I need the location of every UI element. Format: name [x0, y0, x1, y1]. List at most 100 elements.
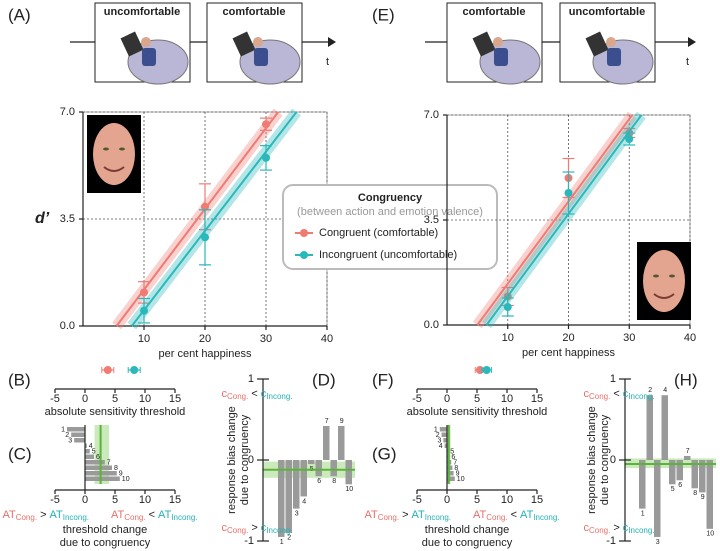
- legend-label: Incongruent (uncomfortable): [319, 249, 457, 261]
- x-tick-label: 15: [169, 393, 181, 405]
- x-tick-label: -5: [412, 494, 422, 506]
- bar: [85, 460, 105, 465]
- label-part: c: [583, 388, 589, 400]
- bar-label: 9: [456, 471, 460, 478]
- eye-illustration: [653, 274, 659, 278]
- panel-letter: (H): [674, 370, 698, 389]
- label-part: >: [613, 522, 619, 534]
- y-tick-label: -1: [244, 535, 254, 547]
- label-part: Incong.: [425, 513, 451, 522]
- bar-label: 10: [345, 486, 353, 493]
- bar: [443, 438, 447, 443]
- bar: [74, 438, 85, 443]
- x-tick-label: 10: [139, 494, 151, 506]
- time-label: t: [326, 56, 329, 68]
- bar: [285, 460, 292, 533]
- data-point: [564, 189, 573, 197]
- x-tick-label: 40: [684, 332, 696, 344]
- arrow-head: [688, 37, 696, 47]
- x-tick-label: 30: [623, 332, 635, 344]
- data-point: [130, 366, 139, 374]
- bar-label: 5: [92, 449, 96, 456]
- bar-label: 2: [287, 535, 291, 542]
- panel-letter: (F): [372, 370, 394, 389]
- legend-title: Congruency: [358, 192, 423, 204]
- data-point: [262, 120, 270, 129]
- bar: [441, 432, 447, 437]
- bar: [85, 465, 112, 470]
- mouth-illustration: [653, 293, 675, 299]
- label-part: AT: [520, 509, 534, 521]
- bar-label: 5: [450, 449, 454, 456]
- bar-label: 7: [107, 460, 111, 467]
- bar: [699, 460, 706, 493]
- bar-label: 2: [436, 432, 440, 439]
- x-tick-label: 5: [474, 393, 480, 405]
- x-tick-label: 5: [112, 494, 118, 506]
- bar: [684, 455, 691, 460]
- bar-label: 1: [434, 427, 438, 434]
- bar-label: 10: [457, 476, 465, 483]
- y-tick-label: 3.5: [60, 213, 75, 225]
- body-illustration: [494, 48, 508, 66]
- bar-label: 6: [317, 478, 321, 485]
- bar: [639, 460, 646, 509]
- bar-label: 4: [663, 387, 667, 394]
- bar: [676, 460, 683, 481]
- y-tick-label: 0: [610, 454, 616, 466]
- bar-label: 8: [332, 478, 336, 485]
- comparison-label: ATCong. < ATIncong.: [473, 509, 560, 522]
- panel-letter: (D): [312, 370, 336, 389]
- bar-label: 3: [437, 438, 441, 445]
- eye-illustration: [103, 147, 109, 151]
- legend-box: [282, 184, 498, 270]
- comparison-label: cCong. < cIncong.: [583, 388, 654, 401]
- comparison-label: cCong. > cIncong.: [583, 522, 654, 535]
- label-part: Cong.: [589, 526, 610, 535]
- x-axis-label: threshold change: [425, 524, 509, 536]
- bar-label: 3: [656, 539, 660, 546]
- comparison-label: cCong. > cIncong.: [221, 522, 292, 535]
- label-part: c: [623, 522, 629, 534]
- x-tick-label: 20: [199, 333, 211, 345]
- comparison-label: cCong. < cIncong.: [221, 388, 292, 401]
- label-part: Incong.: [628, 392, 654, 401]
- bar-label: 8: [454, 465, 458, 472]
- x-tick-label: 30: [260, 333, 272, 345]
- data-point: [201, 233, 209, 242]
- comparison-label: ATCong. > ATIncong.: [2, 509, 89, 522]
- data-point: [140, 288, 148, 297]
- legend-swatch: [300, 229, 308, 237]
- bar-label: 3: [295, 510, 299, 517]
- monitor-illustration: [585, 31, 609, 57]
- bar: [85, 443, 87, 448]
- bar: [669, 460, 676, 485]
- label-part: >: [402, 509, 408, 521]
- bar-label: 10: [706, 531, 714, 538]
- label-part: Cong.: [589, 392, 610, 401]
- data-point: [103, 366, 112, 374]
- mouth-illustration: [103, 166, 125, 172]
- y-tick-label: 0.0: [424, 319, 439, 331]
- x-tick-label: 10: [138, 333, 150, 345]
- x-axis-label: due to congruency: [422, 537, 513, 549]
- head-illustration: [493, 37, 503, 47]
- label-part: AT: [111, 509, 125, 521]
- condition-label: comfortable: [223, 6, 286, 18]
- fit-line: [131, 111, 298, 327]
- bar-label: 6: [96, 454, 100, 461]
- data-point: [503, 303, 512, 311]
- label-part: c: [623, 388, 629, 400]
- y-axis-label: due to congruency: [599, 414, 611, 505]
- bar-label: 7: [453, 460, 457, 467]
- x-tick-label: 20: [562, 332, 574, 344]
- body-illustration: [607, 48, 621, 66]
- bar-label: 2: [65, 432, 69, 439]
- panel-letter: (A): [8, 5, 31, 24]
- bar: [278, 460, 285, 537]
- bar: [345, 460, 352, 485]
- legend-subtitle: (between action and emotion valence): [297, 206, 483, 218]
- label-part: >: [251, 522, 257, 534]
- face-illustration: [93, 123, 135, 185]
- bar-label: 6: [451, 454, 455, 461]
